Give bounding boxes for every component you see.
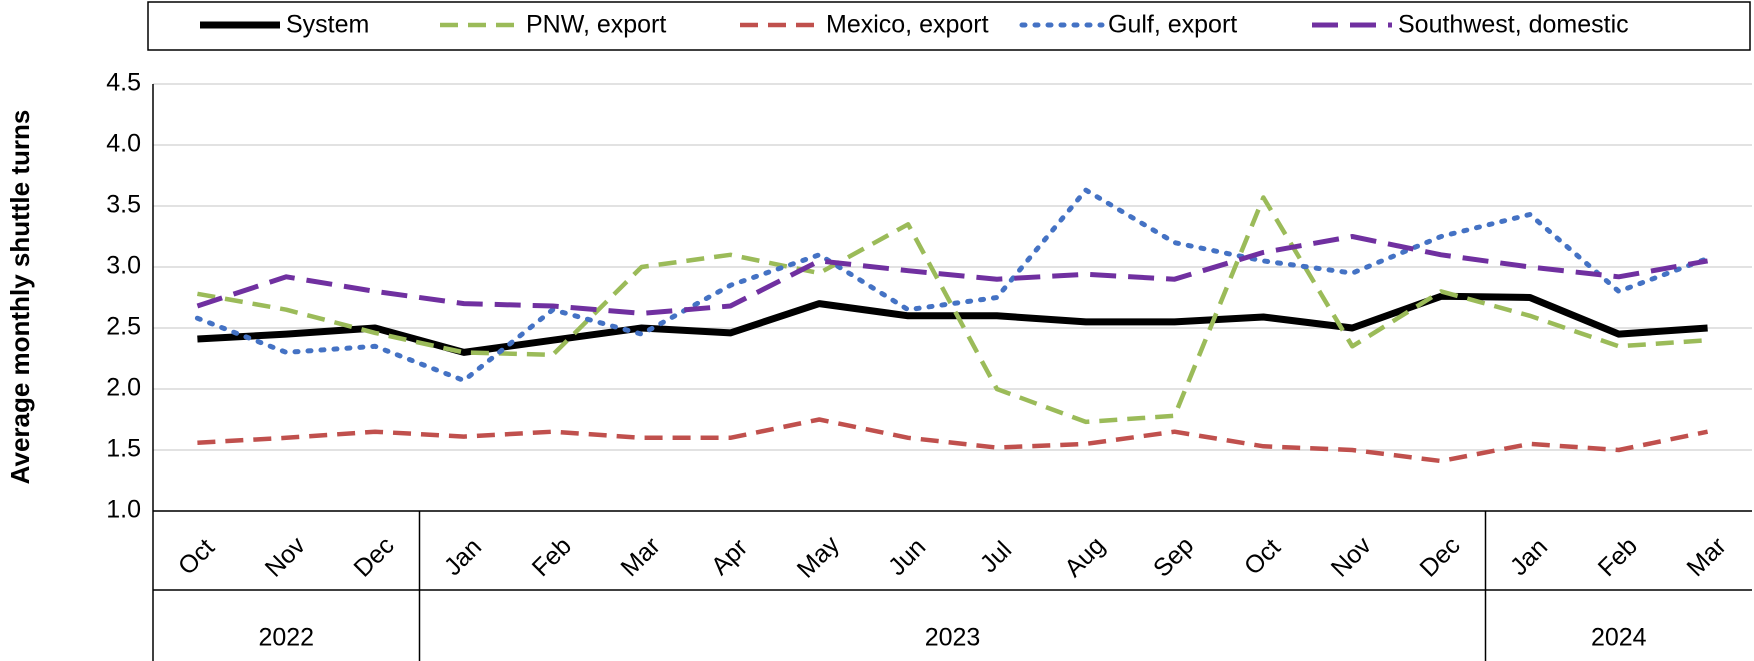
x-tick-label: Apr [706, 533, 753, 580]
y-tick-label: 3.5 [106, 191, 141, 219]
series-line [197, 195, 1708, 425]
series-line [194, 187, 1711, 383]
series-line [197, 417, 1709, 464]
x-group-label: 2022 [258, 624, 314, 652]
x-group-label: 2024 [1591, 624, 1647, 652]
y-tick-label: 2.5 [106, 313, 141, 341]
y-tick-label: 3.0 [106, 252, 141, 280]
x-tick-label: Feb [1593, 532, 1643, 582]
x-tick-label: Dec [1414, 531, 1465, 582]
x-group-label: 2023 [925, 624, 981, 652]
x-tick-label: Mar [1681, 532, 1731, 582]
y-tick-label: 4.0 [106, 130, 141, 158]
y-tick-label: 2.0 [106, 374, 141, 402]
legend-label: System [286, 11, 369, 39]
x-tick-label: Jun [883, 533, 931, 581]
legend-label: Southwest, domestic [1398, 11, 1629, 39]
x-tick-label: Oct [1239, 533, 1286, 580]
x-tick-label: Dec [348, 531, 399, 582]
legend-label: Mexico, export [826, 11, 989, 39]
x-tick-label: Jan [439, 533, 487, 581]
x-tick-label: Nov [1326, 531, 1378, 583]
x-tick-label: Aug [1059, 531, 1110, 582]
x-tick-label: May [792, 530, 846, 584]
legend-label: Gulf, export [1108, 11, 1237, 39]
legend-label: PNW, export [526, 11, 666, 39]
x-tick-label: Jul [975, 536, 1017, 578]
legend-box [147, 1, 1751, 51]
x-tick-label: Mar [615, 532, 665, 582]
x-tick-label: Sep [1148, 531, 1199, 582]
y-axis-title: Average monthly shuttle turns [5, 110, 35, 485]
x-tick-label: Jan [1505, 533, 1553, 581]
x-tick-label: Feb [527, 532, 577, 582]
series-line [196, 234, 1709, 316]
y-tick-label: 1.5 [106, 435, 141, 463]
x-tick-label: Nov [260, 531, 312, 583]
y-tick-label: 1.0 [106, 496, 141, 524]
y-tick-label: 4.5 [106, 69, 141, 97]
x-tick-label: Oct [173, 533, 220, 580]
